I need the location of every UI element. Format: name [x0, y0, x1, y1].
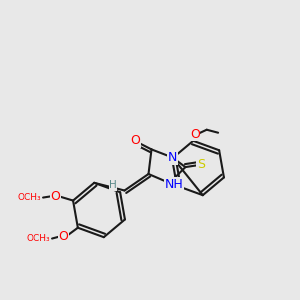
Text: O: O: [130, 134, 140, 148]
Text: O: O: [50, 190, 60, 202]
Text: NH: NH: [165, 178, 183, 191]
Text: O: O: [190, 128, 200, 141]
Text: N: N: [168, 151, 177, 164]
Text: O: O: [58, 230, 68, 243]
Text: OCH₃: OCH₃: [18, 193, 42, 202]
Text: H: H: [109, 180, 117, 190]
Text: S: S: [197, 158, 205, 171]
Text: OCH₃: OCH₃: [27, 234, 51, 243]
